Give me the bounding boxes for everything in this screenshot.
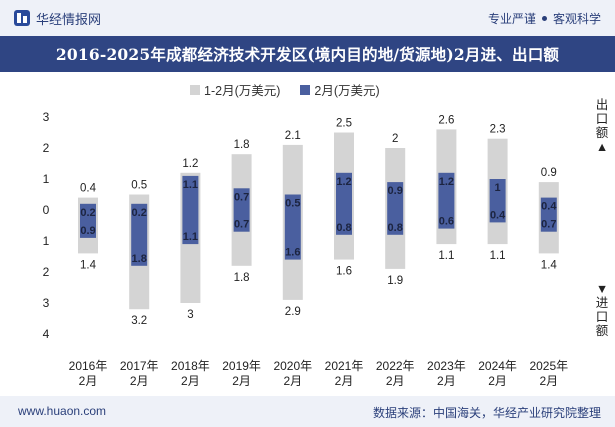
footer-source: 数据来源：中国海关，华经产业研究院整理	[372, 406, 601, 420]
data-label-month-import: 0.6	[439, 216, 454, 228]
bar-month	[284, 194, 301, 260]
x-tick-label: 2025年 2月	[529, 359, 568, 388]
bar-month	[489, 179, 506, 223]
chart-title: 2016-2025年成都经济技术开发区(境内目的地/货源地)2月进、出口额	[55, 45, 560, 64]
data-label-cumulative-export: 2.1	[285, 130, 301, 142]
data-label-month-export: 0.4	[541, 201, 557, 213]
footer-bar: www.huaon.com 数据来源：中国海关，华经产业研究院整理	[0, 396, 615, 427]
data-label-cumulative-import: 1.6	[336, 266, 352, 278]
legend-label-cumulative: 1-2月(万美元)	[204, 84, 281, 98]
data-label-cumulative-export: 0.4	[80, 183, 97, 195]
data-label-month-export: 0.7	[234, 191, 249, 203]
x-tick-label: 2021年 2月	[325, 359, 364, 388]
data-label-month-import: 1.6	[285, 247, 300, 259]
bar-month	[387, 182, 404, 235]
data-label-month-import: 0.8	[388, 222, 403, 234]
legend-swatch-month	[300, 84, 311, 95]
dot-icon	[541, 16, 547, 21]
data-label-month-import: 1.1	[183, 231, 198, 243]
tagline-right: 客观科学	[552, 12, 601, 26]
data-label-cumulative-import: 1.1	[490, 250, 506, 262]
data-label-month-import: 0.7	[541, 219, 556, 231]
data-label-cumulative-export: 1.8	[234, 139, 250, 151]
data-label-cumulative-export: 2.6	[438, 114, 454, 126]
bar-month	[80, 203, 96, 238]
bar-month	[438, 172, 455, 229]
bar-month	[182, 175, 199, 245]
x-tick-label: 2016年 2月	[69, 359, 108, 388]
x-tick-label: 2017年 2月	[120, 359, 159, 388]
data-label-month-export: 1.1	[183, 179, 198, 191]
data-label-cumulative-export: 0.9	[541, 167, 557, 179]
data-label-month-import: 1.8	[132, 253, 147, 265]
data-label-month-import: 0.4	[490, 209, 506, 221]
data-label-cumulative-export: 2.5	[336, 118, 352, 130]
y-tick-label: 3	[43, 296, 50, 310]
y-tick-label: 1	[43, 172, 50, 186]
up-arrow-icon: ▲	[595, 140, 609, 154]
x-tick-label: 2020年 2月	[273, 359, 312, 388]
y-tick-label: 3	[43, 110, 50, 124]
data-label-cumulative-export: 2	[392, 133, 398, 145]
data-label-month-export: 0.5	[285, 198, 300, 210]
data-label-month-export: 0.9	[388, 185, 403, 197]
data-label-cumulative-export: 2.3	[490, 124, 506, 136]
bar-month	[336, 172, 352, 235]
data-label-month-import: 0.9	[80, 225, 95, 237]
chart-plot: 3 2 1 0 1 2 3 4 0.4 1.4 0.2 0.9 2016年 2月 0.5 3.2 0.2 1.8 2…	[43, 110, 568, 388]
tagline: 专业严谨 客观科学	[488, 10, 601, 27]
data-label-month-export: 0.2	[80, 207, 95, 219]
legend-item-cumulative: 1-2月(万美元)	[190, 80, 280, 99]
y-tick-label: 1	[43, 234, 50, 248]
import-axis-label: ▼ 进口额	[595, 282, 609, 338]
bar-month	[233, 188, 250, 232]
tagline-left: 专业严谨	[487, 12, 536, 26]
data-label-cumulative-import: 1.8	[234, 272, 250, 284]
x-tick-label: 2022年 2月	[376, 359, 415, 388]
data-label-cumulative-import: 1.4	[541, 259, 558, 271]
data-label-cumulative-export: 1.2	[182, 158, 198, 170]
down-arrow-icon: ▼	[595, 282, 609, 296]
y-tick-label: 2	[43, 265, 50, 279]
data-label-cumulative-import: 1.4	[80, 259, 97, 271]
data-label-cumulative-import: 1.9	[387, 275, 403, 287]
logo-icon	[14, 10, 30, 26]
chart-legend: 1-2月(万美元) 2月(万美元)	[190, 80, 380, 99]
bar-month	[540, 197, 557, 232]
import-label-text: 进口额	[595, 296, 609, 338]
x-tick-label: 2019年 2月	[222, 359, 261, 388]
data-label-month-export: 0.2	[132, 207, 147, 219]
data-label-month-export: 1	[495, 182, 501, 194]
x-tick-label: 2018年 2月	[171, 359, 210, 388]
chart-title-bar: 2016-2025年成都经济技术开发区(境内目的地/货源地)2月进、出口额	[0, 36, 615, 72]
data-label-month-export: 1.2	[439, 176, 454, 188]
footer-website[interactable]: www.huaon.com	[18, 404, 107, 418]
data-label-cumulative-export: 0.5	[131, 180, 147, 192]
export-label-text: 出口额	[595, 98, 609, 140]
data-label-month-import: 0.7	[234, 219, 249, 231]
data-label-month-export: 1.2	[336, 176, 351, 188]
y-tick-label: 4	[43, 327, 50, 341]
x-tick-label: 2024年 2月	[478, 359, 517, 388]
data-label-cumulative-import: 2.9	[285, 306, 301, 318]
export-axis-label: 出口额 ▲	[595, 98, 609, 154]
bar-month	[131, 203, 148, 266]
legend-swatch-cumulative	[190, 84, 200, 95]
data-label-month-import: 0.8	[336, 222, 351, 234]
legend-item-month: 2月(万美元)	[300, 80, 380, 99]
y-tick-label: 2	[43, 141, 50, 155]
data-label-cumulative-import: 3.2	[131, 315, 147, 327]
logo-text: 华经情报网	[36, 11, 102, 27]
y-tick-label: 0	[43, 203, 50, 217]
data-label-cumulative-import: 1.1	[438, 250, 454, 262]
x-tick-label: 2023年 2月	[427, 359, 466, 388]
header-bar: 华经情报网 专业严谨 客观科学	[0, 0, 615, 36]
logo[interactable]: 华经情报网	[14, 8, 101, 28]
legend-label-month: 2月(万美元)	[314, 84, 380, 98]
data-label-cumulative-import: 3	[187, 309, 193, 321]
